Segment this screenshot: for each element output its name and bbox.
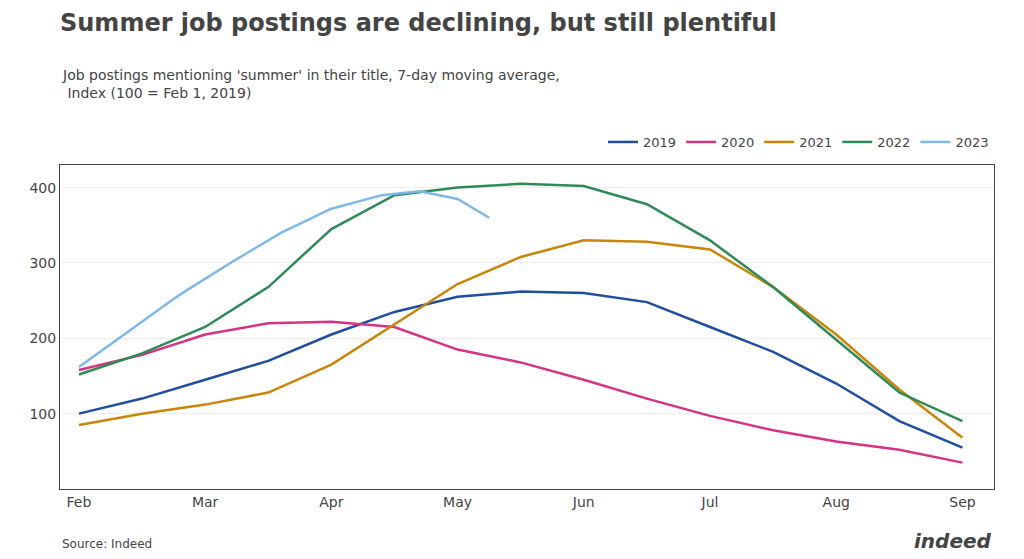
svg-text:2022: 2022 bbox=[877, 135, 910, 150]
svg-text:Jun: Jun bbox=[572, 494, 595, 510]
svg-text:May: May bbox=[443, 494, 472, 510]
svg-text:Mar: Mar bbox=[192, 494, 219, 510]
svg-text:2021: 2021 bbox=[799, 135, 832, 150]
svg-text:100: 100 bbox=[29, 406, 56, 422]
svg-text:Apr: Apr bbox=[319, 494, 343, 510]
svg-text:Source: Indeed: Source: Indeed bbox=[62, 537, 152, 551]
svg-text:300: 300 bbox=[29, 255, 56, 271]
svg-text:2019: 2019 bbox=[643, 135, 676, 150]
svg-text:Job postings mentioning 'summe: Job postings mentioning 'summer' in thei… bbox=[62, 67, 560, 101]
svg-text:2023: 2023 bbox=[955, 135, 988, 150]
svg-text:400: 400 bbox=[29, 180, 56, 196]
svg-text:Summer job postings are declin: Summer job postings are declining, but s… bbox=[60, 9, 777, 37]
svg-text:Aug: Aug bbox=[823, 494, 850, 510]
svg-text:indeed: indeed bbox=[914, 529, 992, 553]
svg-text:Jul: Jul bbox=[701, 494, 719, 510]
svg-text:200: 200 bbox=[29, 330, 56, 346]
svg-text:2020: 2020 bbox=[721, 135, 754, 150]
svg-text:Sep: Sep bbox=[949, 494, 976, 510]
svg-text:Feb: Feb bbox=[67, 494, 92, 510]
